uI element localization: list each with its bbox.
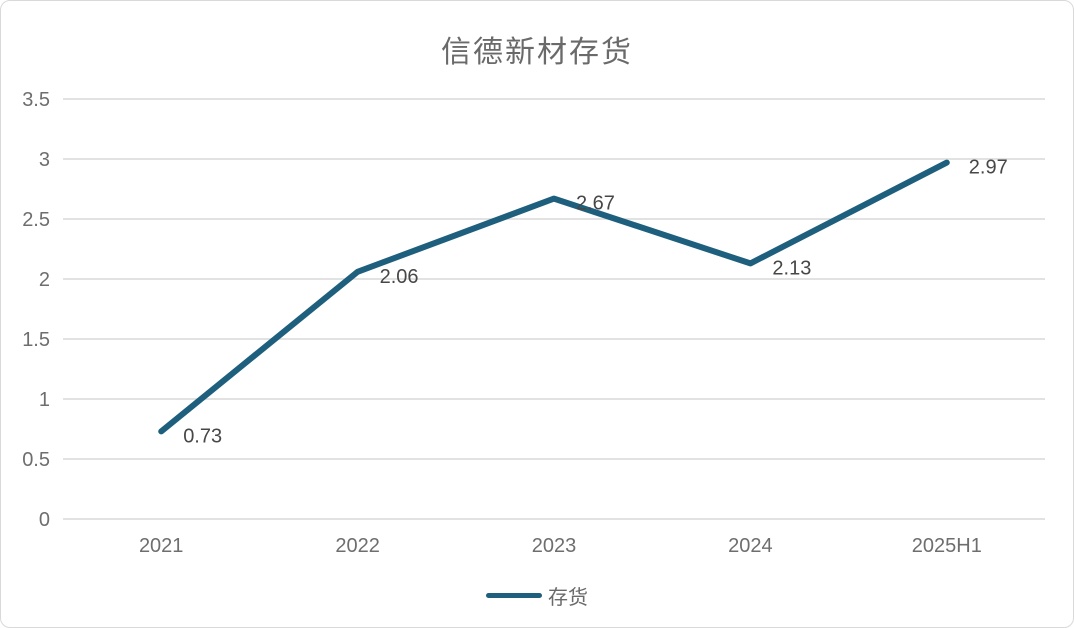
y-tick-label: 2 (39, 269, 50, 291)
y-tick-label: 3.5 (22, 89, 50, 111)
data-label: 2.13 (772, 257, 811, 279)
x-tick-label: 2024 (728, 535, 773, 557)
data-label: 2.97 (969, 157, 1008, 179)
x-tick-label: 2022 (335, 535, 380, 557)
legend-line-swatch (486, 592, 542, 598)
y-tick-label: 0.5 (22, 449, 50, 471)
y-tick-label: 1.5 (22, 329, 50, 351)
data-label: 0.73 (183, 425, 222, 447)
legend: 存货 (1, 582, 1073, 609)
y-tick-label: 1 (39, 389, 50, 411)
y-tick-label: 2.5 (22, 209, 50, 231)
y-tick-label: 0 (39, 509, 50, 531)
x-tick-label: 2021 (139, 535, 184, 557)
legend-series-label: 存货 (548, 586, 588, 609)
y-tick-label: 3 (39, 149, 50, 171)
x-tick-label: 2023 (532, 535, 577, 557)
series-line (158, 159, 950, 435)
data-label: 2.67 (576, 193, 615, 215)
x-tick-label: 2025H1 (912, 535, 982, 557)
chart-title: 信德新材存货 (441, 36, 633, 69)
data-label: 2.06 (380, 266, 419, 288)
